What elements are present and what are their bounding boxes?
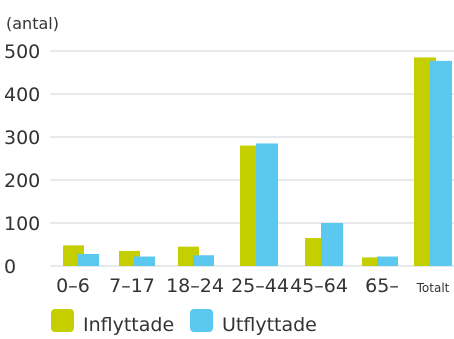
bar-utflyttade-5 <box>377 256 398 266</box>
legend: Inflyttade Utflyttade <box>51 309 317 336</box>
x-tick-label: 65– <box>365 275 399 297</box>
bar-utflyttade-3 <box>256 143 278 266</box>
bars <box>63 57 452 267</box>
y-tick-label: 200 <box>4 170 40 192</box>
bar-utflyttade-0 <box>78 253 99 266</box>
legend-swatch-utflyttade <box>190 309 213 332</box>
y-tick-label: 400 <box>4 84 40 106</box>
bar-utflyttade-2 <box>193 255 214 266</box>
x-tick-label: 7–17 <box>109 275 155 297</box>
legend-label-inflyttade: Inflyttade <box>83 314 174 335</box>
x-tick-label: 45–64 <box>290 275 348 297</box>
y-axis-ticks: 0 100 200 300 400 500 <box>4 41 40 278</box>
x-tick-label: 0–6 <box>56 275 90 297</box>
bar-utflyttade-4 <box>321 223 343 266</box>
x-tick-label: Totalt <box>416 281 450 295</box>
legend-label-utflyttade: Utflyttade <box>222 314 317 335</box>
y-tick-label: 0 <box>4 256 16 278</box>
bar-utflyttade-6 <box>430 60 452 266</box>
x-tick-label: 25–44 <box>231 275 289 297</box>
x-tick-label: 18–24 <box>166 275 224 297</box>
y-tick-label: 500 <box>4 41 40 63</box>
bar-inflyttade-5 <box>362 257 383 266</box>
legend-swatch-inflyttade <box>51 309 74 332</box>
y-tick-label: 300 <box>4 127 40 149</box>
x-axis-ticks: 0–6 7–17 18–24 25–44 45–64 65– Totalt <box>56 275 450 297</box>
y-tick-label: 100 <box>4 213 40 235</box>
bar-utflyttade-1 <box>134 256 155 266</box>
unit-label: (antal) <box>6 14 59 33</box>
